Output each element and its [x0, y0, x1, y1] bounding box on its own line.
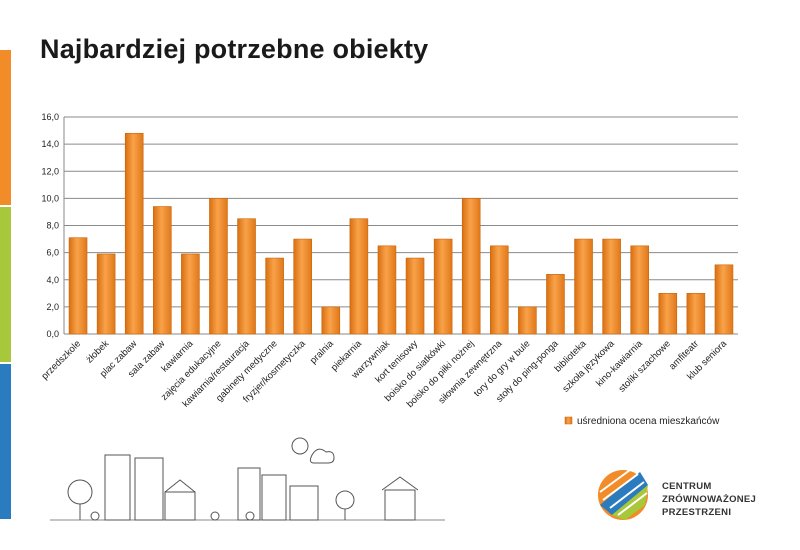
- y-tick-label: 2,0: [46, 302, 59, 312]
- side-bar-green: [0, 207, 11, 362]
- bar: [461, 198, 481, 335]
- legend: uśredniona ocena mieszkańców: [564, 416, 720, 427]
- bar: [405, 257, 425, 335]
- bar: [293, 238, 312, 335]
- page-title: Najbardziej potrzebne obiekty: [40, 34, 429, 64]
- bar: [518, 306, 537, 335]
- logo-emblem: [598, 469, 648, 520]
- side-bar-orange: [0, 50, 11, 205]
- bar: [574, 238, 593, 335]
- bar: [68, 237, 88, 335]
- bar: [349, 218, 369, 335]
- y-tick-label: 8,0: [46, 221, 59, 231]
- bar: [96, 253, 116, 335]
- y-tick-label: 6,0: [46, 248, 59, 258]
- y-axis-ticks: 0,0 2,0 4,0 6,0 8,0 10,0 12,0 14,0 16,0: [41, 112, 59, 339]
- bar: [546, 274, 565, 335]
- legend-swatch: [564, 416, 573, 425]
- logo-line-2: ZRÓWNOWAŻONEJ: [662, 494, 757, 505]
- bar: [433, 238, 453, 335]
- bar: [153, 206, 172, 335]
- bar: [209, 198, 228, 335]
- y-tick-label: 16,0: [41, 112, 59, 122]
- logo-text: CENTRUM ZRÓWNOWAŻONEJ PRZESTRZENI: [662, 480, 756, 519]
- bar: [237, 218, 256, 335]
- logo-line-3: PRZESTRZENI: [662, 507, 732, 518]
- side-bar-blue: [0, 364, 11, 519]
- bar: [490, 245, 509, 335]
- bar: [321, 306, 341, 335]
- bar: [630, 245, 649, 335]
- bar: [602, 238, 621, 335]
- bar: [658, 293, 678, 335]
- bar: [714, 264, 734, 335]
- y-tick-label: 14,0: [41, 139, 59, 149]
- y-tick-label: 0,0: [46, 329, 59, 339]
- bar: [181, 253, 200, 335]
- city-illustration: [50, 437, 445, 521]
- bars: [68, 132, 734, 335]
- logo-line-1: CENTRUM: [662, 481, 712, 492]
- y-tick-label: 4,0: [46, 275, 59, 285]
- bar: [686, 293, 706, 335]
- x-tick-label: stoliki szachowe: [617, 338, 673, 394]
- bar: [124, 132, 144, 335]
- x-tick-label: przedszkole: [40, 338, 84, 382]
- y-tick-label: 10,0: [41, 193, 59, 203]
- bar: [377, 245, 397, 335]
- bar: [265, 257, 284, 335]
- legend-label: uśredniona ocena mieszkańców: [577, 416, 720, 427]
- grid-lines: [63, 116, 738, 335]
- y-tick-label: 12,0: [41, 166, 59, 176]
